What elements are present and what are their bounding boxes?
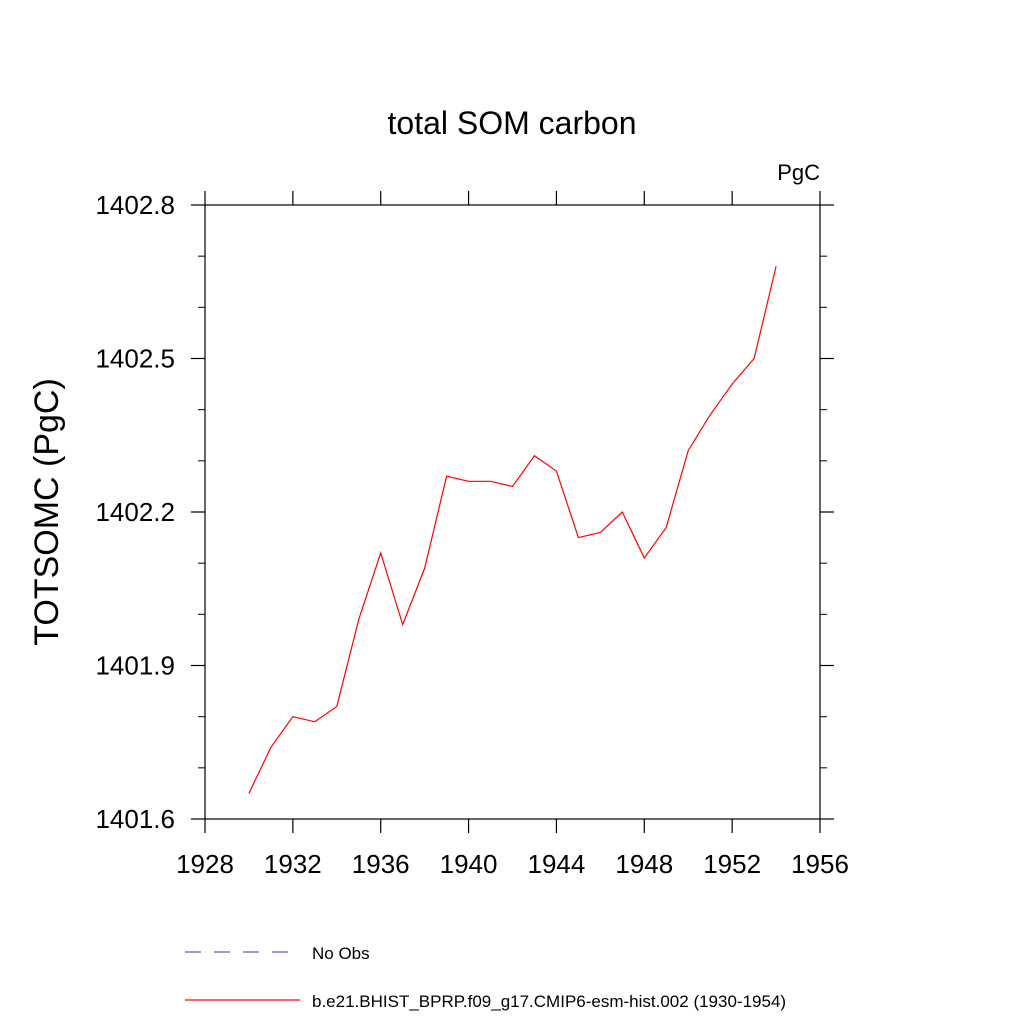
series-group xyxy=(248,266,777,794)
x-tick-label: 1928 xyxy=(176,849,234,879)
x-tick-label: 1936 xyxy=(352,849,410,879)
y-tick-label: 1402.5 xyxy=(95,344,175,374)
y-tick-label: 1402.8 xyxy=(95,190,175,220)
plot-frame xyxy=(204,204,821,820)
y-tick-label: 1402.2 xyxy=(95,497,175,527)
legend-label: b.e21.BHIST_BPRP.f09_g17.CMIP6-esm-hist.… xyxy=(312,992,786,1011)
x-tick-label: 1940 xyxy=(440,849,498,879)
y-axis-label: TOTSOMC (PgC) xyxy=(28,378,66,646)
units-label: PgC xyxy=(777,160,820,185)
x-tick-label: 1956 xyxy=(791,849,849,879)
x-tick-label: 1932 xyxy=(264,849,322,879)
x-tick-label: 1944 xyxy=(528,849,586,879)
axis-ticks xyxy=(191,191,834,833)
series-line xyxy=(248,266,777,794)
legend: No Obs b.e21.BHIST_BPRP.f09_g17.CMIP6-esm… xyxy=(185,944,786,1011)
axis-tick-labels: 1928 1932 1936 1940 1944 1948 1952 1956 1401.6 14… xyxy=(95,190,848,879)
x-tick-label: 1948 xyxy=(615,849,673,879)
y-tick-label: 1401.9 xyxy=(95,651,175,681)
chart-title: total SOM carbon xyxy=(388,105,637,141)
legend-label: No Obs xyxy=(312,944,370,963)
x-tick-label: 1952 xyxy=(703,849,761,879)
y-tick-label: 1401.6 xyxy=(95,804,175,834)
